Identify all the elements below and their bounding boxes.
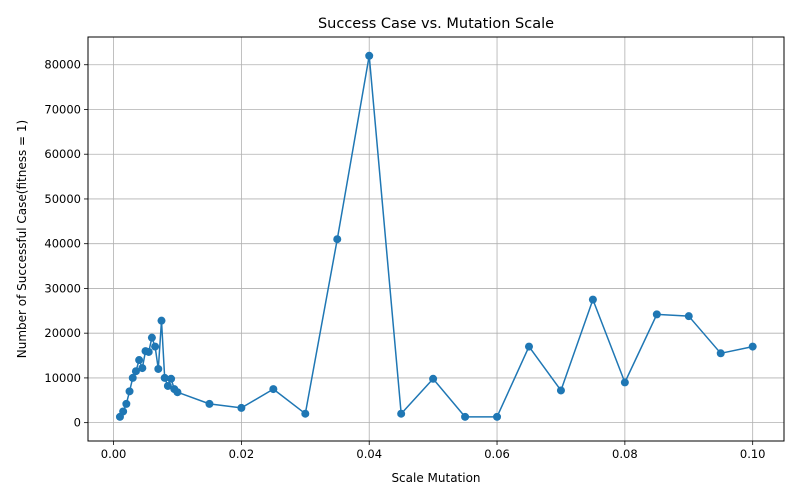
y-tick-label: 0 bbox=[74, 416, 81, 430]
x-tick-label: 0.10 bbox=[740, 447, 766, 461]
data-point bbox=[397, 409, 406, 418]
data-point bbox=[429, 374, 438, 383]
data-point bbox=[131, 367, 140, 376]
data-point bbox=[135, 356, 144, 365]
y-tick-label: 80000 bbox=[44, 58, 81, 72]
x-tick-label: 0.08 bbox=[612, 447, 638, 461]
data-point bbox=[122, 399, 131, 408]
x-tick-label: 0.04 bbox=[356, 447, 382, 461]
data-point bbox=[157, 316, 166, 325]
data-point bbox=[138, 364, 147, 373]
data-point bbox=[147, 333, 156, 342]
data-point bbox=[237, 403, 246, 412]
data-point bbox=[167, 374, 176, 383]
data-point bbox=[652, 310, 661, 319]
data-point bbox=[620, 378, 629, 387]
data-point bbox=[160, 373, 169, 382]
y-tick-label: 10000 bbox=[44, 371, 81, 385]
x-tick-label: 0.02 bbox=[229, 447, 255, 461]
data-point bbox=[301, 409, 310, 418]
data-point bbox=[365, 51, 374, 60]
data-point bbox=[205, 399, 214, 408]
data-series bbox=[115, 51, 757, 421]
data-point bbox=[748, 342, 757, 351]
y-axis-ticks: 0 10000 20000 30000 40000 50000 60000 70000 8000… bbox=[44, 58, 88, 430]
data-point bbox=[716, 349, 725, 358]
chart-title: Success Case vs. Mutation Scale bbox=[318, 16, 554, 32]
data-point bbox=[461, 412, 470, 421]
y-tick-label: 20000 bbox=[44, 326, 81, 340]
data-point bbox=[493, 412, 502, 421]
data-point bbox=[128, 373, 137, 382]
y-tick-label: 70000 bbox=[44, 102, 81, 116]
y-tick-label: 50000 bbox=[44, 192, 81, 206]
data-point bbox=[269, 385, 278, 394]
y-tick-label: 40000 bbox=[44, 237, 81, 251]
data-point bbox=[154, 364, 163, 373]
y-tick-label: 60000 bbox=[44, 147, 81, 161]
y-axis-label: Number of Successful Case(fitness = 1) bbox=[15, 120, 29, 359]
plot-frame bbox=[87, 36, 785, 442]
x-tick-label: 0.06 bbox=[484, 447, 510, 461]
x-tick-label: 0.00 bbox=[101, 447, 127, 461]
data-point bbox=[119, 407, 128, 416]
data-point bbox=[684, 312, 693, 321]
data-point bbox=[163, 381, 172, 390]
x-axis-ticks: 0.00 0.02 0.04 0.06 0.08 0.10 bbox=[101, 441, 766, 461]
series-line bbox=[119, 55, 753, 418]
data-point bbox=[151, 342, 160, 351]
data-point bbox=[125, 387, 134, 396]
x-axis-label: Scale Mutation bbox=[391, 471, 480, 485]
data-point bbox=[556, 386, 565, 395]
grid-lines bbox=[88, 37, 784, 441]
data-point bbox=[333, 235, 342, 244]
data-point bbox=[173, 388, 182, 397]
data-point bbox=[524, 342, 533, 351]
data-point bbox=[588, 295, 597, 304]
y-tick-label: 30000 bbox=[44, 281, 81, 295]
data-point bbox=[144, 347, 153, 356]
